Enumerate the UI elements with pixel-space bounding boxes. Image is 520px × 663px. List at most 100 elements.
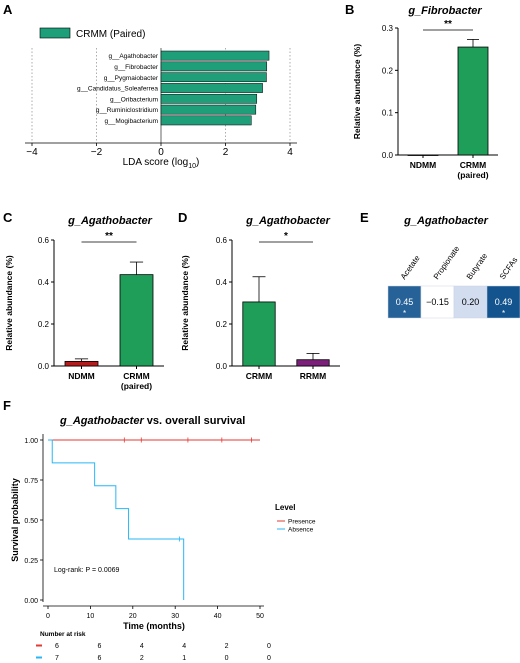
bar-chart-y-axis-title: Relative abundance (%) xyxy=(180,255,190,351)
lda-bar xyxy=(160,93,258,104)
risk-table-cell: 2 xyxy=(225,643,229,650)
risk-table-cell: 2 xyxy=(140,655,144,662)
lda-bar-label: g__Pygmaiobacter xyxy=(104,75,159,82)
lda-legend-swatch xyxy=(39,27,71,39)
heatmap-cell-value: 0.20 xyxy=(462,297,480,307)
x-tick-label: CRMM xyxy=(123,371,149,381)
y-tick-label: 0.75 xyxy=(24,478,38,485)
legend-title: Level xyxy=(275,503,295,512)
risk-table-title: Number at risk xyxy=(40,631,86,638)
risk-table-cell: 4 xyxy=(140,643,144,650)
x-tick-label: 10 xyxy=(87,613,95,620)
log-rank-annotation: Log-rank: P = 0.0069 xyxy=(54,567,120,574)
y-tick-label: 0.0 xyxy=(216,362,228,371)
bar xyxy=(457,46,489,156)
heatmap-cell xyxy=(486,285,520,319)
y-tick-label: 0.2 xyxy=(38,320,50,329)
panel-letter-f: F xyxy=(3,398,11,413)
x-tick-label: RRMM xyxy=(300,371,326,381)
y-tick-label: 0.0 xyxy=(382,151,394,160)
y-tick-label: 0.1 xyxy=(382,109,394,118)
y-tick-label: 0.3 xyxy=(382,24,394,33)
significance-label: ** xyxy=(105,231,113,242)
heatmap-cell xyxy=(453,285,488,319)
survival-x-axis-title: Time (months) xyxy=(123,621,185,631)
legend-label: Absence xyxy=(288,527,314,534)
survival-title: g_Agathobacter vs. overall survival xyxy=(59,415,245,427)
lda-legend-label: CRMM (Paired) xyxy=(76,29,145,40)
lda-x-tick-label: 0 xyxy=(158,147,164,158)
risk-table-cell: 4 xyxy=(182,643,186,650)
bar-chart-y-axis-title: Relative abundance (%) xyxy=(4,255,14,351)
lda-bar xyxy=(160,61,268,72)
x-tick-label: 50 xyxy=(256,613,264,620)
x-tick-label: NDMM xyxy=(68,371,94,381)
y-tick-label: 0.6 xyxy=(216,236,228,245)
lda-bar-label: g__Candidatus_Soleaferrea xyxy=(77,86,158,93)
significance-label: ** xyxy=(444,19,452,30)
heatmap-cell-value: 0.49 xyxy=(495,297,513,307)
bar-chart-title: g_Agathobacter xyxy=(245,215,330,227)
lda-bar xyxy=(160,83,263,93)
y-tick-label: 0.2 xyxy=(216,320,228,329)
heatmap-column-label: Acetate xyxy=(399,253,422,281)
lda-bar-label: g__Oribacterium xyxy=(110,96,158,103)
x-tick-label: 30 xyxy=(171,613,179,620)
agathobacter-crmm-rrmm-bar-chart: g_Agathobacter Relative abundance (%) 0.0 0… xyxy=(180,215,340,381)
lda-x-tick-label: −4 xyxy=(26,147,38,158)
panel-letter-b: B xyxy=(345,2,354,17)
survival-chart: g_Agathobacter vs. overall survival 0.00 0… xyxy=(10,415,316,662)
panel-letter-d: D xyxy=(178,210,187,225)
lda-bar-label: g__Mogibacterium xyxy=(105,118,158,125)
lda-x-tick-label: −2 xyxy=(91,147,103,158)
x-tick-label: 20 xyxy=(129,613,137,620)
x-tick-label: CRMM xyxy=(246,371,272,381)
panel-letter-e: E xyxy=(360,210,369,225)
y-tick-label: 0.4 xyxy=(216,278,228,287)
panel-letter-a: A xyxy=(3,2,13,17)
risk-table-cell: 1 xyxy=(182,655,186,662)
x-tick-sublabel: (paired) xyxy=(121,381,152,391)
y-tick-label: 0.6 xyxy=(38,236,50,245)
heatmap-cell-star: * xyxy=(403,309,406,318)
risk-table-cell: 0 xyxy=(267,655,271,662)
lda-bar xyxy=(160,50,270,61)
bar xyxy=(242,301,276,367)
y-tick-label: 0.00 xyxy=(24,598,38,605)
lda-bar-label: g__Agathobacter xyxy=(108,53,158,60)
heatmap-column-label: Propionate xyxy=(432,244,462,281)
x-tick-label: 0 xyxy=(46,613,50,620)
lda-x-axis-title: LDA score (log10) xyxy=(123,157,200,170)
lda-bar-label: g__Fibrobacter xyxy=(114,64,159,71)
bar-chart-y-axis-title: Relative abundance (%) xyxy=(352,44,362,140)
bar xyxy=(296,359,330,367)
y-tick-label: 1.00 xyxy=(24,438,38,445)
y-tick-label: 0.0 xyxy=(38,362,50,371)
risk-table-cell: 6 xyxy=(55,643,59,650)
x-tick-label: 40 xyxy=(214,613,222,620)
y-tick-label: 0.4 xyxy=(38,278,50,287)
legend-label: Presence xyxy=(288,519,316,526)
risk-table-cell: 6 xyxy=(97,655,101,662)
bar-chart-title: g_Agathobacter xyxy=(67,215,152,227)
risk-table-cell: 0 xyxy=(225,655,229,662)
absence-survival-line xyxy=(48,439,185,600)
y-tick-label: 0.50 xyxy=(24,518,38,525)
agathobacter-ndmm-crmm-bar-chart: g_Agathobacter Relative abundance (%) 0.0 0… xyxy=(4,215,164,391)
bar-chart-title: g_Fibrobacter xyxy=(407,5,482,17)
heatmap-cell xyxy=(420,285,455,319)
x-tick-label: CRMM xyxy=(460,160,486,170)
fibrobacter-bar-chart: g_Fibrobacter Relative abundance (%) 0.0 0.… xyxy=(352,5,498,180)
survival-y-axis-title: Survival probability xyxy=(10,478,20,562)
bar xyxy=(119,274,154,367)
lda-bar xyxy=(160,104,257,115)
lda-x-tick-label: 2 xyxy=(223,147,229,158)
x-tick-label: NDMM xyxy=(410,160,436,170)
lda-bar xyxy=(160,115,252,126)
y-tick-label: 0.2 xyxy=(382,66,394,75)
lda-chart: CRMM (Paired) g__Agathobacter g__Fibrobac… xyxy=(25,27,297,170)
lda-bar-label: g__Ruminiclostridium xyxy=(96,107,158,114)
significance-label: * xyxy=(284,231,288,242)
scfa-correlation-heatmap: g_Agathobacter Acetate 0.45 * Propionate −0.1… xyxy=(387,215,520,319)
